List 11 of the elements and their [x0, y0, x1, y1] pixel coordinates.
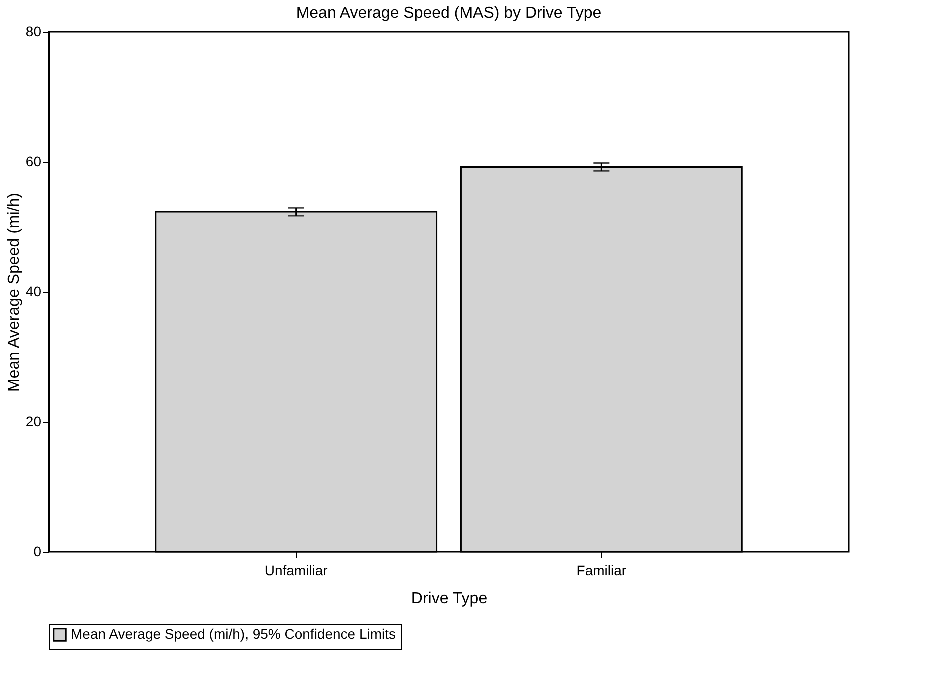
- y-tick-label: 60: [26, 154, 42, 170]
- x-tick-label: Unfamiliar: [264, 562, 328, 578]
- y-tick-label: 0: [34, 544, 42, 560]
- y-axis-title: Mean Average Speed (mi/h): [6, 193, 23, 392]
- y-tick-label: 20: [26, 414, 42, 430]
- y-tick-label: 40: [26, 284, 42, 300]
- x-tick-label: Familiar: [576, 562, 627, 578]
- chart-title: Mean Average Speed (MAS) by Drive Type: [296, 5, 602, 22]
- legend-label: Mean Average Speed (mi/h), 95% Confidence Limits: [71, 626, 396, 642]
- y-tick-label: 80: [26, 24, 42, 40]
- x-axis-title: Drive Type: [411, 590, 488, 608]
